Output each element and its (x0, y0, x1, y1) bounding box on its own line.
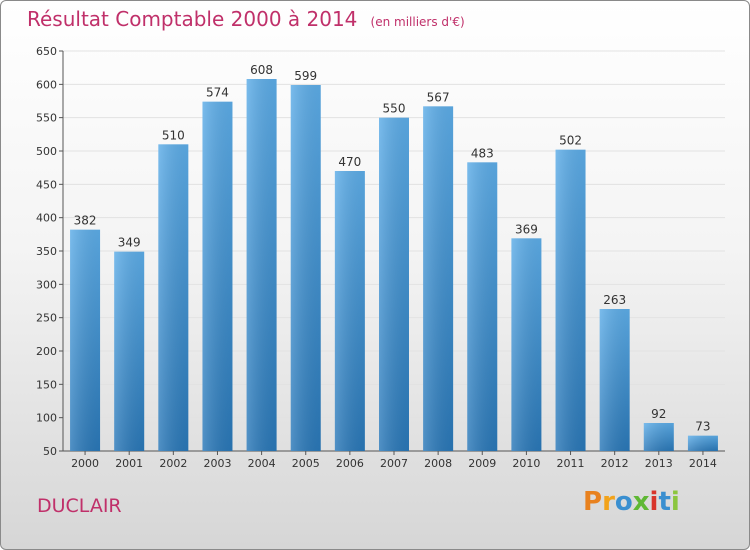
y-tick-labels: 50 100 150 200 250 300 350 400 450 500 550 600 650 (36, 45, 57, 458)
y-tick-label: 100 (36, 412, 57, 425)
x-tick-label: 2005 (292, 457, 320, 470)
x-tick-label: 2004 (248, 457, 276, 470)
bar-highlight (334, 171, 365, 451)
y-tick-label: 650 (36, 45, 57, 58)
bar-highlight (423, 106, 454, 451)
data-label: 599 (294, 69, 317, 83)
x-tick-label: 2007 (380, 457, 408, 470)
x-tick-label: 2001 (115, 457, 143, 470)
x-tick-label: 2009 (468, 457, 496, 470)
bar-highlight (687, 435, 718, 451)
x-tick-label: 2010 (512, 457, 540, 470)
y-tick-label: 150 (36, 378, 57, 391)
chart-title: Résultat Comptable 2000 à 2014 (27, 7, 358, 31)
data-label: 567 (427, 90, 450, 104)
bar-highlight (511, 238, 542, 451)
proxiti-logo[interactable]: Proxiti (583, 487, 703, 527)
bar-highlight (202, 101, 233, 452)
y-tick-label: 450 (36, 178, 57, 191)
y-tick-label: 50 (43, 445, 57, 458)
x-tick-label: 2011 (557, 457, 585, 470)
x-tick-label: 2012 (601, 457, 629, 470)
commune-name: DUCLAIR (37, 495, 122, 517)
data-label: 263 (603, 293, 626, 307)
bar-highlight (379, 117, 409, 452)
x-tick-label: 2002 (159, 457, 187, 470)
x-tick-label: 2014 (689, 457, 717, 470)
data-label: 574 (206, 86, 229, 100)
logo-letter: i (649, 487, 659, 517)
y-tick-label: 250 (36, 312, 57, 325)
logo-letter: P (583, 487, 603, 517)
data-label: 92 (651, 407, 666, 421)
x-tick-label: 2003 (203, 457, 231, 470)
bar-highlight (643, 423, 674, 451)
y-tick-label: 600 (36, 78, 57, 91)
bar-highlight (114, 251, 145, 451)
bar-highlight (70, 229, 101, 451)
y-tick-label: 200 (36, 345, 57, 358)
data-label: 483 (471, 146, 494, 160)
x-tick-labels: 2000 2001 2002 2003 2004 2005 2006 2007 2008 2009… (71, 457, 717, 470)
bar-highlight (599, 309, 630, 451)
bar-highlight (290, 85, 321, 451)
x-tick-label: 2000 (71, 457, 99, 470)
data-label: 510 (162, 128, 185, 142)
logo-letter: i (670, 487, 680, 517)
bar-highlight (467, 162, 498, 452)
data-label: 470 (338, 155, 361, 169)
data-label: 382 (74, 214, 97, 228)
y-tick-label: 550 (36, 112, 57, 125)
x-tick-label: 2006 (336, 457, 364, 470)
bar-highlight (246, 79, 277, 451)
x-tick-label: 2013 (645, 457, 673, 470)
chart-title-block: Résultat Comptable 2000 à 2014 (en milli… (27, 7, 465, 31)
y-tick-label: 300 (36, 278, 57, 291)
data-label: 73 (695, 420, 710, 434)
chart-subtitle: (en milliers d'€) (370, 15, 465, 29)
y-tick-label: 500 (36, 145, 57, 158)
logo-letter: x (632, 487, 650, 517)
data-labels: 382 349 510 574 608 599 470 550 567 483 369 502 263 9… (74, 63, 711, 434)
logo-letter: t (658, 487, 671, 517)
data-label: 349 (118, 236, 141, 250)
y-tick-label: 400 (36, 212, 57, 225)
y-tick-label: 350 (36, 245, 57, 258)
x-tick-label: 2008 (424, 457, 452, 470)
bars (70, 79, 718, 452)
data-label: 369 (515, 222, 538, 236)
bar-highlight (555, 149, 586, 451)
data-label: 502 (559, 134, 582, 148)
bar-highlight (158, 144, 189, 452)
data-label: 550 (383, 102, 406, 116)
logo-letter: r (602, 487, 615, 517)
logo-letter: o (614, 487, 633, 517)
data-label: 608 (250, 63, 273, 77)
